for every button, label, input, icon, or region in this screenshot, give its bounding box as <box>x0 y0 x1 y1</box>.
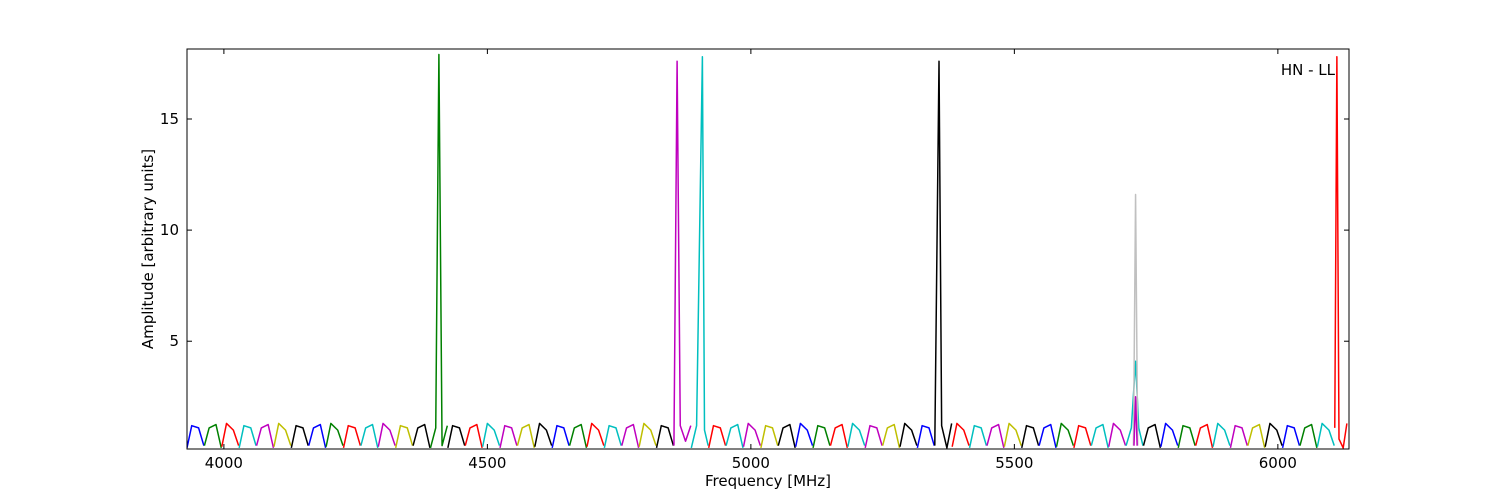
series-line <box>255 423 275 449</box>
series-line <box>394 424 414 449</box>
series-line <box>1194 423 1214 449</box>
series-line <box>1055 422 1075 447</box>
series-line <box>1177 424 1196 449</box>
series-line <box>951 422 970 447</box>
series-line <box>847 422 866 447</box>
series-line <box>273 422 292 447</box>
x-tick-label: 6000 <box>1259 454 1297 472</box>
series-line <box>1090 423 1109 449</box>
series-line <box>968 424 988 449</box>
series-line <box>1334 56 1348 449</box>
series-line <box>412 423 431 449</box>
y-tick-label: 5 <box>169 332 179 350</box>
series-line <box>429 53 449 449</box>
series-line <box>881 423 901 449</box>
x-tick-label: 4000 <box>205 454 243 472</box>
series-line <box>1247 423 1266 449</box>
series-line <box>638 422 657 447</box>
x-tick-label: 4500 <box>468 454 506 472</box>
series-line <box>655 424 675 449</box>
series-line <box>377 422 396 447</box>
series-line <box>916 424 935 449</box>
x-tick-label: 5000 <box>732 454 770 472</box>
series-line <box>221 422 240 447</box>
series-line <box>934 60 953 449</box>
series-line <box>568 423 588 449</box>
series-line <box>1133 396 1138 446</box>
series-line <box>342 424 362 449</box>
series-line <box>603 424 622 449</box>
series-line <box>290 424 309 449</box>
axes-frame <box>186 48 1350 450</box>
series-line <box>725 423 744 449</box>
series-line <box>1125 360 1144 446</box>
series-line <box>499 424 518 449</box>
series-line <box>707 424 727 449</box>
series-line <box>360 423 379 449</box>
series-line <box>621 423 640 449</box>
y-tick-label: 15 <box>160 110 179 128</box>
series-line <box>308 423 327 449</box>
series-line <box>1038 423 1057 449</box>
series-line <box>812 424 831 449</box>
series-line <box>187 424 205 449</box>
series-line <box>742 422 762 447</box>
series-line <box>777 423 796 449</box>
series-line <box>986 423 1005 449</box>
series-line <box>760 424 779 449</box>
x-tick-label: 5500 <box>995 454 1033 472</box>
plot-area <box>187 53 1348 449</box>
series-line <box>447 424 466 449</box>
series-line <box>238 424 257 449</box>
series-line <box>1281 424 1301 449</box>
series-line <box>203 423 222 449</box>
series-line <box>1132 193 1139 446</box>
series-line <box>1264 422 1283 447</box>
series-line <box>551 424 570 449</box>
series-line <box>1316 422 1335 447</box>
series-line <box>899 422 918 447</box>
series-line <box>1003 422 1022 447</box>
series-line <box>1160 422 1179 447</box>
series-line <box>1142 423 1162 449</box>
y-axis-label: Amplitude [arbitrary units] <box>139 149 157 349</box>
y-tick-label: 10 <box>160 221 179 239</box>
series-line <box>586 422 605 447</box>
series-line <box>1107 422 1127 447</box>
series-line <box>794 422 814 447</box>
series-line <box>464 423 483 449</box>
series-line <box>690 56 709 449</box>
series-line <box>1299 423 1318 449</box>
annotation: HN - LL <box>1281 61 1336 79</box>
series-line <box>1021 424 1040 449</box>
series-line <box>325 422 344 447</box>
series-line <box>516 423 536 449</box>
series-line <box>829 423 849 449</box>
series-line <box>1073 424 1092 449</box>
x-axis-label: Frequency [MHz] <box>705 472 831 490</box>
series-line <box>481 422 501 447</box>
series-line <box>534 422 553 447</box>
series-line <box>864 424 883 449</box>
series-line <box>1212 422 1231 447</box>
series-line <box>673 60 692 446</box>
series-line <box>1229 424 1249 449</box>
